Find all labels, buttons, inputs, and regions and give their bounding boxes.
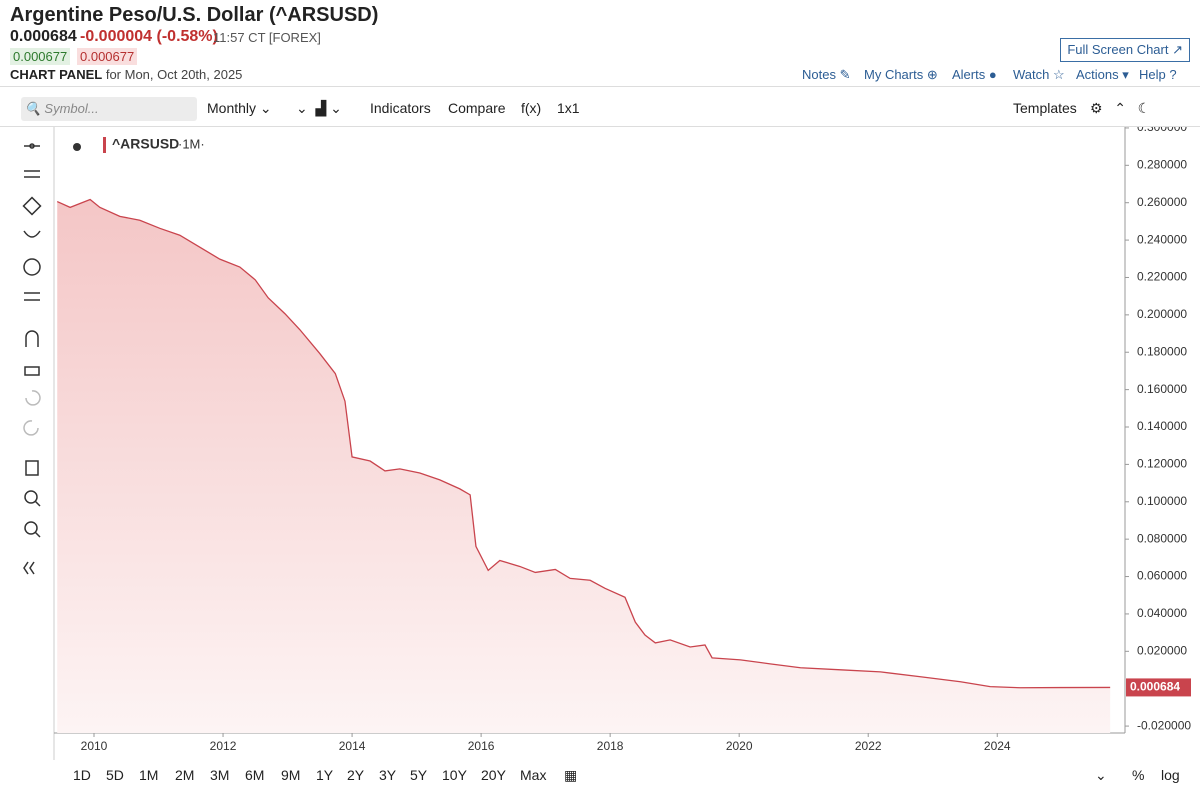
chart-type-select[interactable]: ⌄ ▟ ⌄: [296, 100, 342, 116]
y-tick-label: 0.240000: [1137, 232, 1187, 246]
symbol-input[interactable]: 🔍 Symbol...: [21, 97, 197, 121]
range-button[interactable]: 1M: [139, 767, 159, 783]
legend-swatch: [103, 137, 106, 153]
ask: 0.000677: [77, 48, 138, 65]
y-tick-label: 0.120000: [1137, 457, 1187, 471]
x-tick-label: 2016: [468, 739, 495, 753]
x-tick-label: 2022: [855, 739, 882, 753]
y-tick-label: 0.040000: [1137, 606, 1187, 620]
toolbar-icons[interactable]: ⚙ ⌃ ☾: [1090, 100, 1151, 116]
y-tick-label: 0.080000: [1137, 531, 1187, 545]
drawing-tools[interactable]: [18, 135, 54, 585]
range-button[interactable]: 2M: [175, 767, 195, 783]
menu-item[interactable]: Alerts ●: [952, 67, 997, 82]
last-value-badge: [1126, 678, 1191, 697]
range-button[interactable]: 5Y: [410, 767, 428, 783]
x-tick-label: 2010: [81, 739, 108, 753]
y-tick-label: 0.020000: [1137, 643, 1187, 657]
menu-item[interactable]: Help ?: [1139, 67, 1177, 82]
legend-label: ^ARSUSD: [112, 136, 179, 152]
range-button[interactable]: Max: [520, 767, 547, 783]
toolbar-item[interactable]: f(x): [521, 100, 542, 116]
range-button[interactable]: 2Y: [347, 767, 365, 783]
menu-item[interactable]: Notes ✎: [802, 67, 851, 82]
panel-label: CHART PANEL for Mon, Oct 20th, 2025: [10, 67, 242, 82]
x-tick-label: 2024: [984, 739, 1011, 753]
y-tick-label: -0.020000: [1137, 718, 1191, 732]
range-button[interactable]: 3Y: [379, 767, 397, 783]
y-tick-label: 0.100000: [1137, 494, 1187, 508]
range-button[interactable]: 5D: [106, 767, 124, 783]
menu-item[interactable]: My Charts ⊕: [864, 67, 938, 82]
range-button[interactable]: 6M: [245, 767, 265, 783]
placeholder[interactable]: Symbol...: [44, 101, 99, 116]
y-tick-label: 0.180000: [1137, 344, 1187, 358]
menu-item[interactable]: Actions ▾: [1076, 67, 1129, 82]
log-toggle[interactable]: log: [1161, 767, 1180, 783]
chart: ^ARSUSD ·1M· barchart -0.0200000.0200000…: [53, 127, 1191, 760]
y-tick-label: 0.260000: [1137, 195, 1187, 209]
y-tick-label: 0.140000: [1137, 419, 1187, 433]
range-button[interactable]: 9M: [281, 767, 301, 783]
x-tick-label: 2020: [726, 739, 753, 753]
range-button[interactable]: 1Y: [316, 767, 334, 783]
interval: ·1M·: [178, 136, 205, 151]
period[interactable]: Monthly: [207, 100, 257, 116]
panel-title: CHART PANEL: [10, 67, 103, 82]
x-tick-label: 2012: [210, 739, 237, 753]
panel-date: for Mon, Oct 20th, 2025: [105, 67, 243, 82]
range-button[interactable]: 3M: [210, 767, 230, 783]
y-tick-label: 0.220000: [1137, 270, 1187, 284]
templates[interactable]: Templates: [1013, 100, 1077, 116]
visibility-icon[interactable]: [73, 143, 81, 151]
period-select[interactable]: Monthly ⌄: [207, 100, 272, 116]
range-button[interactable]: 20Y: [481, 767, 506, 783]
percent-toggle[interactable]: %: [1132, 767, 1145, 783]
last-value-label: 0.000684: [1130, 680, 1180, 694]
range-button[interactable]: 1D: [73, 767, 91, 783]
x-tick-label: 2014: [339, 739, 366, 753]
y-tick-label: 0.200000: [1137, 307, 1187, 321]
divider: [0, 126, 1200, 127]
bid: 0.000677: [10, 48, 71, 65]
divider: [0, 86, 1200, 87]
price-change: -0.000004 (-0.58%): [80, 28, 218, 45]
quote-time: 11:57 CT [FOREX]: [213, 30, 321, 45]
button-label[interactable]: Full Screen Chart: [1067, 42, 1169, 57]
last-price: 0.000684: [10, 28, 77, 45]
title: Argentine Peso/U.S. Dollar (^ARSUSD): [10, 4, 379, 26]
menu-item[interactable]: Watch ☆: [1013, 67, 1065, 82]
y-tick-label: 0.280000: [1137, 157, 1187, 171]
toolbar-item[interactable]: Compare: [448, 100, 506, 116]
y-tick-label: 0.060000: [1137, 569, 1187, 583]
calendar[interactable]: ▦: [564, 767, 578, 783]
collapse[interactable]: ⌄: [1095, 767, 1107, 783]
line: [56, 198, 1111, 689]
range-button[interactable]: 10Y: [442, 767, 467, 783]
full-screen-button[interactable]: Full Screen Chart ↗: [1060, 38, 1190, 62]
toolbar-item[interactable]: Indicators: [370, 100, 431, 116]
x-tick-label: 2018: [597, 739, 624, 753]
toolbar-item[interactable]: 1x1: [557, 100, 580, 116]
area: [57, 199, 1111, 733]
y-tick-label: 0.160000: [1137, 382, 1187, 396]
y-tick-label: 0.300000: [1137, 127, 1187, 134]
